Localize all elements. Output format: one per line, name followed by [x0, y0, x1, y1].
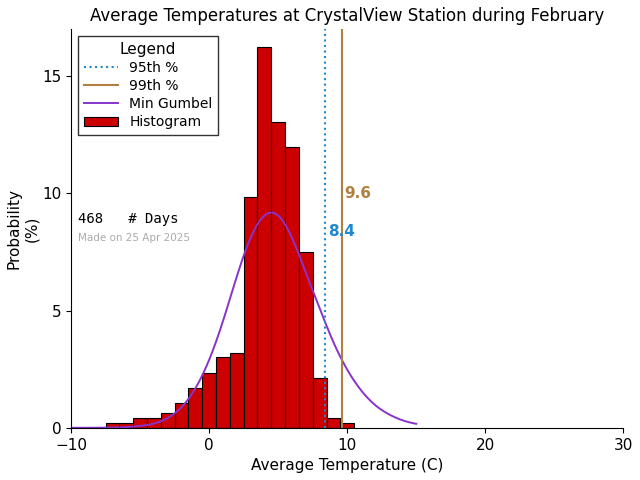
Bar	[133, 418, 147, 428]
Bar	[326, 418, 340, 428]
Bar	[340, 423, 354, 428]
Bar	[106, 423, 120, 428]
Bar	[285, 147, 299, 428]
Text: 9.6: 9.6	[344, 186, 371, 201]
Y-axis label: Probability
(%): Probability (%)	[7, 188, 39, 269]
Text: 8.4: 8.4	[328, 224, 355, 239]
Bar	[271, 122, 285, 428]
Bar	[188, 388, 202, 428]
Bar	[202, 372, 216, 428]
Bar	[299, 252, 313, 428]
X-axis label: Average Temperature (C): Average Temperature (C)	[251, 458, 444, 473]
Bar	[120, 423, 133, 428]
Bar	[175, 403, 188, 428]
Bar	[230, 352, 244, 428]
Title: Average Temperatures at CrystalView Station during February: Average Temperatures at CrystalView Stat…	[90, 7, 604, 25]
Bar	[313, 378, 326, 428]
Legend: 95th %, 99th %, Min Gumbel, Histogram: 95th %, 99th %, Min Gumbel, Histogram	[78, 36, 218, 135]
Text: Made on 25 Apr 2025: Made on 25 Apr 2025	[78, 233, 190, 243]
Bar	[161, 413, 175, 428]
Bar	[147, 418, 161, 428]
Bar	[216, 358, 230, 428]
Text: 468   # Days: 468 # Days	[78, 212, 179, 226]
Bar	[244, 197, 257, 428]
Bar	[257, 47, 271, 428]
